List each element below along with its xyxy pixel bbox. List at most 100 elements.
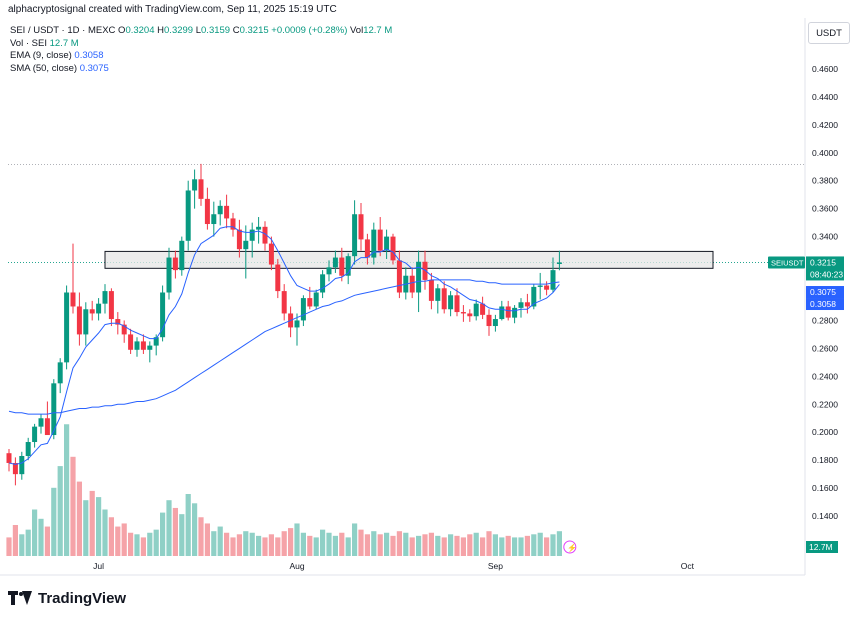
volume-bar bbox=[505, 535, 511, 556]
price-tick-label: 0.4200 bbox=[812, 120, 838, 130]
volume-bar bbox=[492, 534, 498, 556]
candle-body bbox=[51, 383, 57, 436]
symbol-row[interactable]: SEI / USDT · 1D · MEXC O0.3204 H0.3299 L… bbox=[10, 25, 392, 38]
candle-body bbox=[179, 240, 185, 271]
volume-bar bbox=[294, 523, 300, 556]
candle-body bbox=[172, 257, 178, 271]
time-axis[interactable]: Jul Aug Sep Oct bbox=[93, 561, 694, 571]
volume-bar bbox=[204, 523, 210, 556]
candle-body bbox=[70, 292, 76, 307]
candle-body bbox=[499, 306, 505, 320]
candle-body bbox=[134, 341, 140, 350]
price-tick-label: 0.4400 bbox=[812, 92, 838, 102]
volume-bars bbox=[6, 424, 562, 556]
volume-bar bbox=[403, 532, 409, 556]
volume-bar bbox=[531, 534, 537, 556]
candle-body bbox=[230, 218, 236, 230]
price-tick-label: 0.2400 bbox=[812, 371, 838, 381]
candle-body bbox=[19, 455, 25, 475]
volume-bar bbox=[153, 529, 159, 556]
lightning-icon: ⚡ bbox=[567, 543, 577, 553]
volume-bar bbox=[384, 532, 390, 556]
volume-bar bbox=[448, 534, 454, 556]
volume-indicator-row[interactable]: Vol · SEI 12.7 M bbox=[10, 38, 392, 51]
candle-body bbox=[492, 319, 498, 327]
candle-body bbox=[57, 362, 63, 384]
candle-body bbox=[409, 275, 415, 293]
ohlc-open: 0.3204 bbox=[125, 25, 155, 36]
volume-bar bbox=[467, 534, 473, 556]
volume-bar bbox=[44, 526, 50, 556]
candle-body bbox=[262, 226, 268, 244]
ema-tag-box bbox=[806, 298, 844, 311]
candle-body bbox=[153, 337, 159, 346]
candle-body bbox=[140, 341, 146, 350]
price-tags: SEIUSDT 0.3215 08:40:23 0.3075 0.3058 12.7M ⚡ bbox=[563, 256, 844, 554]
volume-bar bbox=[275, 537, 281, 556]
sma-tag-box bbox=[806, 286, 844, 299]
volume-bar bbox=[166, 500, 172, 556]
sma-indicator-row[interactable]: SMA (50, close) 0.3075 bbox=[10, 63, 392, 76]
candle-body bbox=[76, 306, 82, 335]
candle-body bbox=[115, 319, 121, 325]
price-tick-label: 0.4000 bbox=[812, 148, 838, 158]
symbol-tag: SEIUSDT bbox=[771, 258, 804, 267]
volume-bar bbox=[12, 525, 18, 556]
volume-bar bbox=[6, 537, 12, 556]
support-resistance-zone bbox=[104, 250, 714, 269]
candle-body bbox=[32, 426, 38, 443]
candle-body bbox=[275, 264, 281, 292]
candle-body bbox=[537, 285, 543, 287]
ohlc-close: 0.3215 bbox=[239, 25, 269, 36]
volume-bar bbox=[147, 532, 153, 556]
candle-body bbox=[384, 236, 390, 251]
price-tick-label: 0.4600 bbox=[812, 64, 838, 74]
volume-bar bbox=[76, 481, 82, 556]
volume-bar bbox=[364, 534, 370, 556]
volume-bar bbox=[172, 507, 178, 556]
candle-body bbox=[236, 229, 242, 250]
candle-body bbox=[192, 179, 198, 191]
candle-body bbox=[467, 313, 473, 317]
currency-button[interactable]: USDT bbox=[808, 22, 850, 44]
price-tick-label: 0.3800 bbox=[812, 176, 838, 186]
volume-bar bbox=[256, 535, 262, 556]
ema-indicator-row[interactable]: EMA (9, close) 0.3058 bbox=[10, 50, 392, 63]
volume-bar bbox=[57, 466, 63, 556]
volume-bar bbox=[320, 529, 326, 556]
volume-bar bbox=[556, 531, 562, 556]
event-icon bbox=[563, 540, 577, 554]
candle-body bbox=[505, 306, 511, 318]
candle-body bbox=[102, 291, 108, 304]
candle-body bbox=[12, 462, 18, 475]
candle-body bbox=[435, 288, 441, 301]
volume-bar bbox=[460, 537, 466, 556]
price-tick-label: 0.2600 bbox=[812, 343, 838, 353]
volume-bar bbox=[441, 537, 447, 556]
volume-indicator-value: 12.7 M bbox=[49, 37, 79, 49]
price-tick-label: 0.3400 bbox=[812, 232, 838, 242]
candle-body bbox=[185, 190, 191, 241]
candle-body bbox=[256, 226, 262, 230]
candle-body bbox=[512, 307, 518, 318]
volume-bar bbox=[32, 509, 38, 556]
candle-body bbox=[300, 298, 306, 321]
price-tick-label: 0.2200 bbox=[812, 399, 838, 409]
volume-tag: 12.7M bbox=[809, 542, 833, 552]
volume-bar bbox=[192, 503, 198, 556]
last-price-tag-box bbox=[806, 256, 844, 281]
candle-body bbox=[198, 179, 204, 199]
volume-bar bbox=[262, 537, 268, 556]
candle-body bbox=[416, 261, 422, 293]
candle-body bbox=[44, 418, 50, 436]
volume-indicator-label: Vol · SEI bbox=[10, 37, 47, 49]
ohlc-change: +0.0009 (+0.28%) bbox=[271, 25, 348, 36]
price-tick-label: 0.2000 bbox=[812, 427, 838, 437]
symbol-tag-box bbox=[768, 256, 805, 269]
time-tick-label: Jul bbox=[93, 561, 104, 571]
sma-indicator-value: 0.3075 bbox=[79, 62, 109, 74]
volume-bar bbox=[224, 532, 230, 556]
last-price-tag: 0.3215 bbox=[810, 257, 836, 267]
candle-body bbox=[441, 288, 447, 310]
